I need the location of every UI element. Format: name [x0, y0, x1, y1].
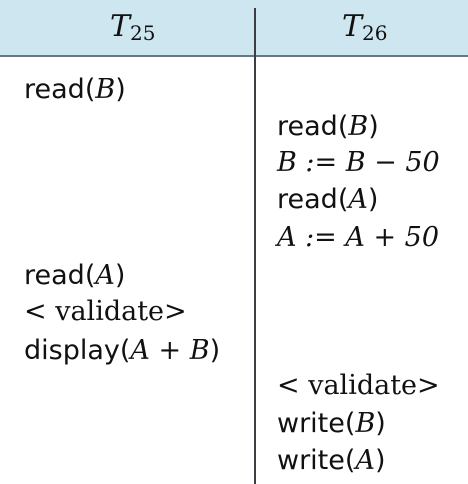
t26-validate: < validate> — [277, 370, 440, 401]
header-t25: T25 — [110, 9, 156, 45]
t26-assign-b: B := B − 50 — [277, 147, 440, 178]
t26-read-b: read(B) — [277, 111, 379, 142]
t25-read-a: read(A) — [24, 260, 126, 291]
t26-assign-a: A := A + 50 — [277, 222, 440, 253]
t25-display: display(A + B) — [24, 335, 221, 366]
column-divider — [254, 8, 256, 484]
t25-read-b: read(B) — [24, 74, 126, 105]
header-t26: T26 — [342, 9, 388, 45]
t26-write-a: write(A) — [277, 445, 386, 476]
t25-validate: < validate> — [24, 296, 187, 327]
t26-write-b: write(B) — [277, 408, 386, 439]
t26-read-a: read(A) — [277, 184, 379, 215]
table-header — [0, 0, 468, 57]
